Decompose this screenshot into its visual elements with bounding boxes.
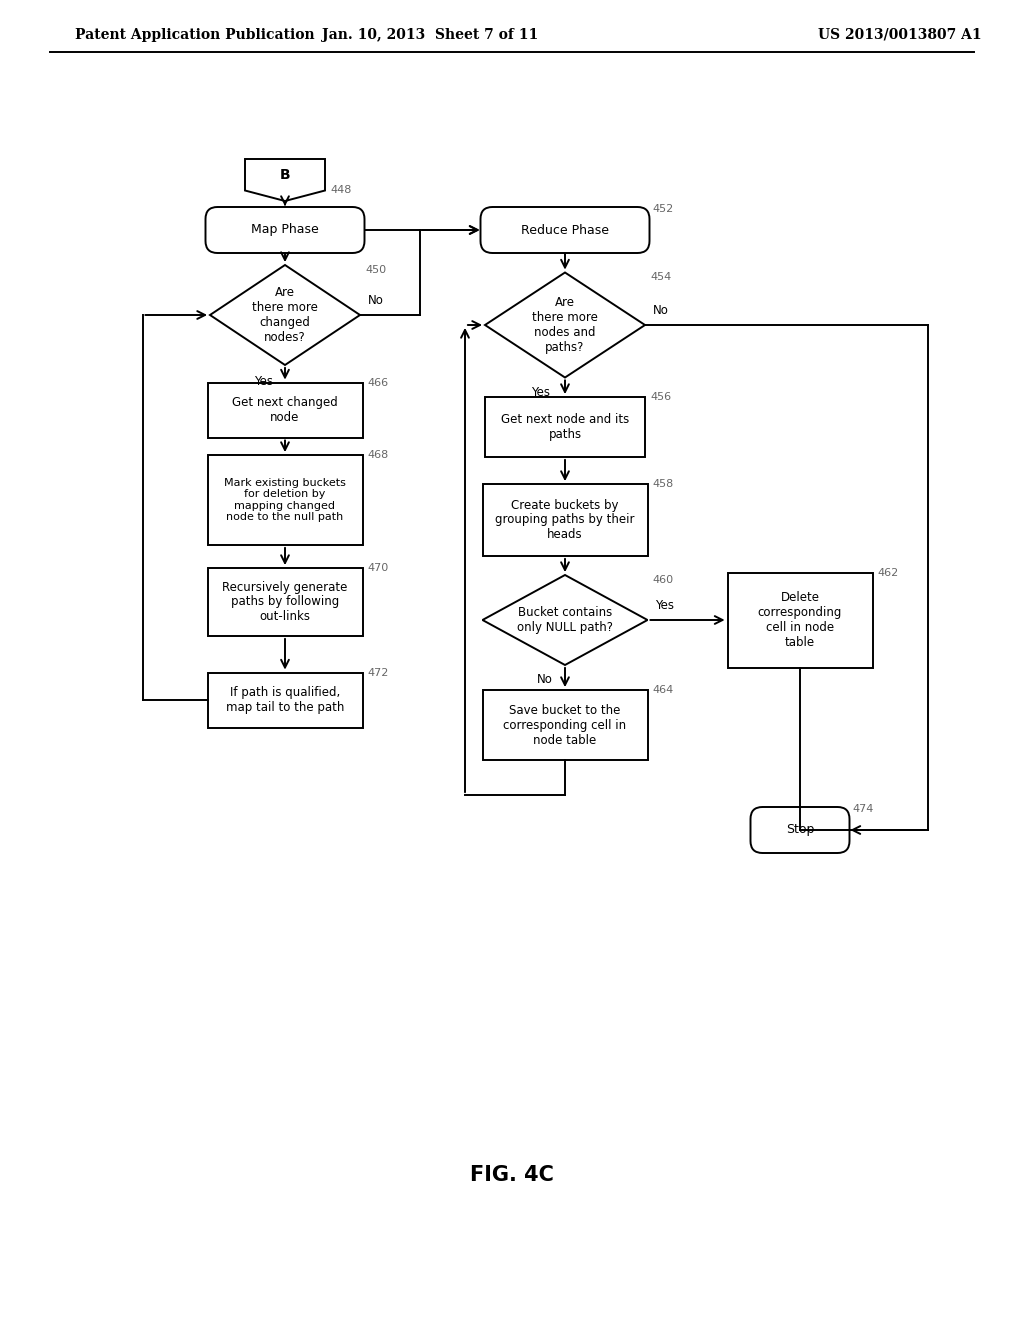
- Bar: [727, 573, 872, 668]
- Text: 448: 448: [330, 185, 351, 195]
- Text: 472: 472: [368, 668, 389, 677]
- Polygon shape: [245, 158, 325, 201]
- Text: 452: 452: [652, 205, 674, 214]
- Text: Are
there more
changed
nodes?: Are there more changed nodes?: [252, 286, 317, 345]
- Text: Yes: Yes: [531, 385, 550, 399]
- Text: Stop: Stop: [785, 824, 814, 837]
- Text: Map Phase: Map Phase: [251, 223, 318, 236]
- Text: 470: 470: [368, 564, 389, 573]
- Text: Yes: Yes: [254, 375, 273, 388]
- Text: 450: 450: [365, 265, 386, 275]
- Text: FIG. 4C: FIG. 4C: [470, 1166, 554, 1185]
- Text: Patent Application Publication: Patent Application Publication: [75, 28, 314, 42]
- FancyBboxPatch shape: [480, 207, 649, 253]
- Text: 456: 456: [650, 392, 671, 403]
- Text: Mark existing buckets
for deletion by
mapping changed
node to the null path: Mark existing buckets for deletion by ma…: [224, 478, 346, 523]
- Text: Get next changed
node: Get next changed node: [232, 396, 338, 424]
- Bar: [482, 690, 647, 760]
- Text: No: No: [368, 294, 384, 308]
- Polygon shape: [482, 576, 647, 665]
- Text: Delete
corresponding
cell in node
table: Delete corresponding cell in node table: [758, 591, 842, 649]
- FancyBboxPatch shape: [751, 807, 850, 853]
- Text: No: No: [653, 304, 669, 317]
- Text: US 2013/0013807 A1: US 2013/0013807 A1: [818, 28, 982, 42]
- Text: Create buckets by
grouping paths by their
heads: Create buckets by grouping paths by thei…: [496, 499, 635, 541]
- Bar: [208, 568, 362, 636]
- Text: Reduce Phase: Reduce Phase: [521, 223, 609, 236]
- Text: If path is qualified,
map tail to the path: If path is qualified, map tail to the pa…: [226, 686, 344, 714]
- Text: 462: 462: [878, 568, 899, 578]
- Polygon shape: [210, 265, 360, 366]
- Text: 460: 460: [652, 576, 674, 585]
- Text: Get next node and its
paths: Get next node and its paths: [501, 413, 629, 441]
- Text: Save bucket to the
corresponding cell in
node table: Save bucket to the corresponding cell in…: [504, 704, 627, 747]
- Polygon shape: [485, 272, 645, 378]
- Text: B: B: [280, 168, 291, 182]
- Text: 464: 464: [652, 685, 674, 696]
- Bar: [208, 672, 362, 727]
- Bar: [208, 455, 362, 545]
- Text: 458: 458: [652, 479, 674, 488]
- FancyBboxPatch shape: [206, 207, 365, 253]
- Bar: [482, 484, 647, 556]
- Text: 466: 466: [368, 378, 389, 388]
- Bar: [485, 397, 645, 457]
- Text: Bucket contains
only NULL path?: Bucket contains only NULL path?: [517, 606, 613, 634]
- Text: 474: 474: [853, 804, 873, 814]
- Bar: [208, 383, 362, 437]
- Text: No: No: [538, 673, 553, 686]
- Text: 468: 468: [368, 450, 389, 459]
- Text: Jan. 10, 2013  Sheet 7 of 11: Jan. 10, 2013 Sheet 7 of 11: [322, 28, 539, 42]
- Text: Are
there more
nodes and
paths?: Are there more nodes and paths?: [532, 296, 598, 354]
- Text: Yes: Yes: [655, 599, 675, 612]
- Text: 454: 454: [650, 272, 672, 282]
- Text: Recursively generate
paths by following
out-links: Recursively generate paths by following …: [222, 581, 348, 623]
